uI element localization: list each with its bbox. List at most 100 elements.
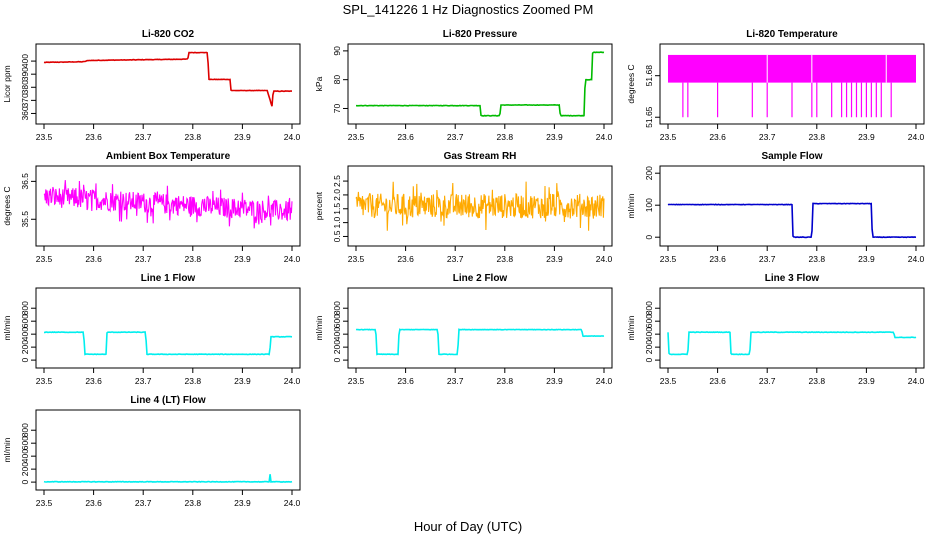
- panel-title: Li-820 CO2: [142, 29, 195, 40]
- y-tick-label: 80: [332, 75, 342, 85]
- plot-area: [668, 54, 916, 118]
- chart-panel: Line 1 Flow 23.5 23.6 23.7 23.8 23.9 24.0 0 2004…: [2, 273, 301, 386]
- panel-title: Sample Flow: [761, 151, 822, 162]
- x-tick-label: 23.5: [36, 254, 53, 264]
- series-line: [667, 331, 917, 356]
- series-line: [355, 328, 605, 356]
- x-tick-label: 23.7: [447, 254, 464, 264]
- y-axis-label: ml/min: [2, 437, 12, 462]
- y-tick-label: 0: [20, 479, 30, 484]
- plot-area: [43, 474, 293, 484]
- x-tick-label: 23.5: [660, 132, 677, 142]
- series-line: [43, 180, 293, 229]
- x-tick-label: 23.9: [234, 498, 251, 508]
- y-tick-label: 600: [20, 314, 30, 328]
- y-tick-label: 36.5: [20, 173, 30, 190]
- series-line: [356, 51, 605, 117]
- plot-frame: [347, 287, 613, 369]
- x-tick-label: 23.9: [858, 254, 875, 264]
- y-tick-label: 800: [644, 301, 654, 315]
- y-tick-label: 370: [20, 93, 30, 107]
- x-tick-label: 24.0: [908, 254, 925, 264]
- y-tick-label: 90: [332, 46, 342, 56]
- y-tick-label: 600: [332, 314, 342, 328]
- x-tick-label: 24.0: [596, 376, 613, 386]
- x-tick-label: 24.0: [284, 498, 301, 508]
- y-tick-label: 360: [20, 106, 30, 120]
- y-tick-label: 0: [644, 235, 654, 240]
- y-tick-label: 800: [20, 423, 30, 437]
- x-tick-label: 23.8: [809, 132, 826, 142]
- x-tick-label: 23.7: [135, 498, 152, 508]
- panels: Li-820 CO2 23.5 23.6 23.7 23.8 23.9 24.0 360370…: [2, 29, 925, 508]
- plot-frame: [659, 43, 925, 125]
- plot-frame: [35, 287, 301, 369]
- y-tick-label: 200: [644, 340, 654, 354]
- y-tick-label: 400: [20, 449, 30, 463]
- y-tick-label: 0: [644, 357, 654, 362]
- plot-frame: [659, 287, 925, 369]
- x-tick-label: 23.7: [759, 132, 776, 142]
- y-axis-label: Licor ppm: [2, 65, 12, 102]
- x-tick-label: 23.7: [135, 376, 152, 386]
- x-tick-label: 23.6: [85, 376, 102, 386]
- x-tick-label: 23.5: [36, 498, 53, 508]
- x-tick-label: 24.0: [284, 254, 301, 264]
- x-tick-label: 23.5: [660, 376, 677, 386]
- x-tick-label: 23.5: [348, 376, 365, 386]
- panel-title: Line 2 Flow: [453, 273, 508, 284]
- plot-frame: [35, 165, 301, 247]
- x-tick-label: 23.5: [348, 132, 365, 142]
- y-axis-label: ml/min: [626, 315, 636, 340]
- y-tick-label: 100: [644, 198, 654, 212]
- y-tick-label: 600: [20, 436, 30, 450]
- y-tick-label: 380: [20, 80, 30, 94]
- x-tick-label: 23.6: [85, 132, 102, 142]
- plot-area: [667, 331, 917, 356]
- y-tick-label: 1.0: [332, 216, 342, 228]
- series-line: [43, 474, 293, 484]
- x-tick-label: 23.8: [809, 254, 826, 264]
- series-line: [667, 202, 917, 239]
- x-tick-label: 23.8: [497, 132, 514, 142]
- panel-title: Li-820 Pressure: [443, 29, 518, 40]
- plot-area: [355, 328, 605, 356]
- x-tick-label: 23.6: [85, 498, 102, 508]
- y-axis-label: kPa: [314, 76, 324, 91]
- x-tick-label: 24.0: [596, 254, 613, 264]
- x-tick-label: 23.5: [36, 132, 53, 142]
- y-tick-label: 0: [332, 357, 342, 362]
- x-tick-label: 23.6: [709, 376, 726, 386]
- x-tick-label: 23.8: [185, 254, 202, 264]
- y-tick-label: 2.0: [332, 189, 342, 201]
- plot-area: [356, 51, 605, 117]
- x-tick-label: 24.0: [284, 132, 301, 142]
- plot-area: [44, 331, 293, 356]
- figure-xlabel: Hour of Day (UTC): [414, 519, 522, 534]
- y-tick-label: 400: [20, 54, 30, 68]
- y-tick-label: 51.68: [644, 65, 654, 87]
- y-tick-label: 400: [644, 327, 654, 341]
- series-line: [44, 331, 293, 356]
- y-tick-label: 400: [332, 327, 342, 341]
- x-tick-label: 23.9: [546, 376, 563, 386]
- y-tick-label: 200: [644, 166, 654, 180]
- x-tick-label: 24.0: [596, 132, 613, 142]
- y-tick-label: 390: [20, 67, 30, 81]
- x-tick-label: 23.9: [234, 132, 251, 142]
- x-tick-label: 23.7: [135, 132, 152, 142]
- y-axis-label: ml/min: [626, 193, 636, 218]
- x-tick-label: 23.6: [709, 254, 726, 264]
- y-tick-label: 200: [332, 340, 342, 354]
- chart-panel: Gas Stream RH 23.5 23.6 23.7 23.8 23.9 24.0 0.5…: [314, 151, 613, 264]
- x-tick-label: 23.5: [660, 254, 677, 264]
- plot-area: [43, 51, 292, 107]
- chart-panel: Sample Flow 23.5 23.6 23.7 23.8 23.9 24.0 0 100 2…: [626, 151, 925, 264]
- x-tick-label: 23.6: [397, 254, 414, 264]
- x-tick-label: 23.9: [546, 254, 563, 264]
- x-tick-label: 23.6: [397, 132, 414, 142]
- y-tick-label: 800: [332, 301, 342, 315]
- plot-frame: [35, 409, 301, 491]
- x-tick-label: 24.0: [284, 376, 301, 386]
- series-line: [43, 51, 292, 107]
